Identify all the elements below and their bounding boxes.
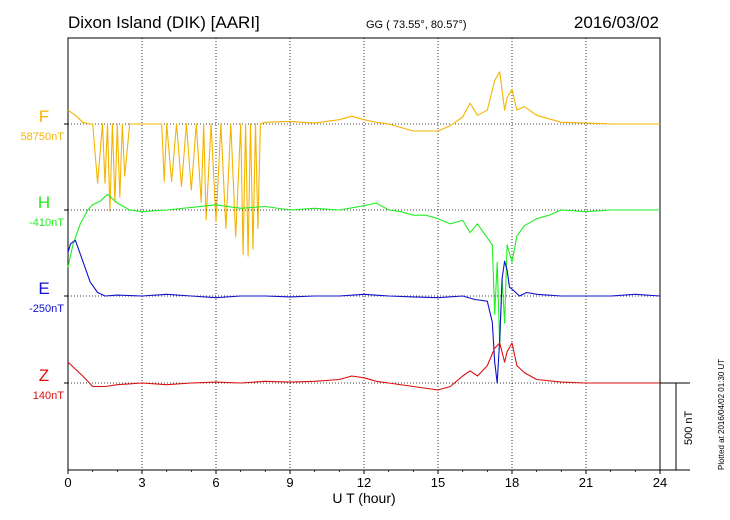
series-labels: F 58750nT H -410nT E -250nT Z 140nT: [21, 107, 65, 402]
series-name-F: F: [39, 107, 49, 126]
x-tick-label: 6: [212, 475, 219, 490]
x-axis-label: U T (hour): [332, 490, 395, 506]
x-tick-label: 3: [138, 475, 145, 490]
plotted-at-note: Plotted at 2016/04/02 01:30 UT: [717, 359, 726, 470]
x-tick-label: 0: [64, 475, 71, 490]
grid: [141, 38, 587, 470]
series-baseline-Z: 140nT: [33, 390, 64, 402]
scale-bar: 500 nT: [660, 382, 695, 471]
date-label: 2016/03/02: [574, 13, 659, 32]
scale-bar-label: 500 nT: [683, 410, 695, 445]
series-baseline-F: 58750nT: [21, 131, 65, 143]
x-tick-label: 12: [357, 475, 371, 490]
trace-F: [67, 71, 660, 257]
x-tick-label: 15: [431, 475, 445, 490]
x-tick-label: 9: [286, 475, 293, 490]
trace-Z: [67, 342, 660, 391]
x-tick-label: 18: [505, 475, 519, 490]
x-tick-label: 21: [579, 475, 593, 490]
station-title: Dixon Island (DIK) [AARI]: [68, 13, 260, 32]
series-baseline-H: -410nT: [29, 217, 64, 229]
series-name-E: E: [38, 279, 49, 298]
x-axis: 0 3 6 9 12 15 18 21 24: [64, 470, 667, 490]
series-baseline-E: -250nT: [29, 303, 64, 315]
series-name-H: H: [38, 193, 50, 212]
x-tick-label: 24: [653, 475, 667, 490]
trace-H: [67, 193, 660, 347]
trace-E: [67, 239, 661, 384]
series-traces: [64, 71, 661, 391]
coordinates-label: GG ( 73.55°, 80.57°): [366, 19, 467, 31]
series-name-Z: Z: [39, 366, 49, 385]
